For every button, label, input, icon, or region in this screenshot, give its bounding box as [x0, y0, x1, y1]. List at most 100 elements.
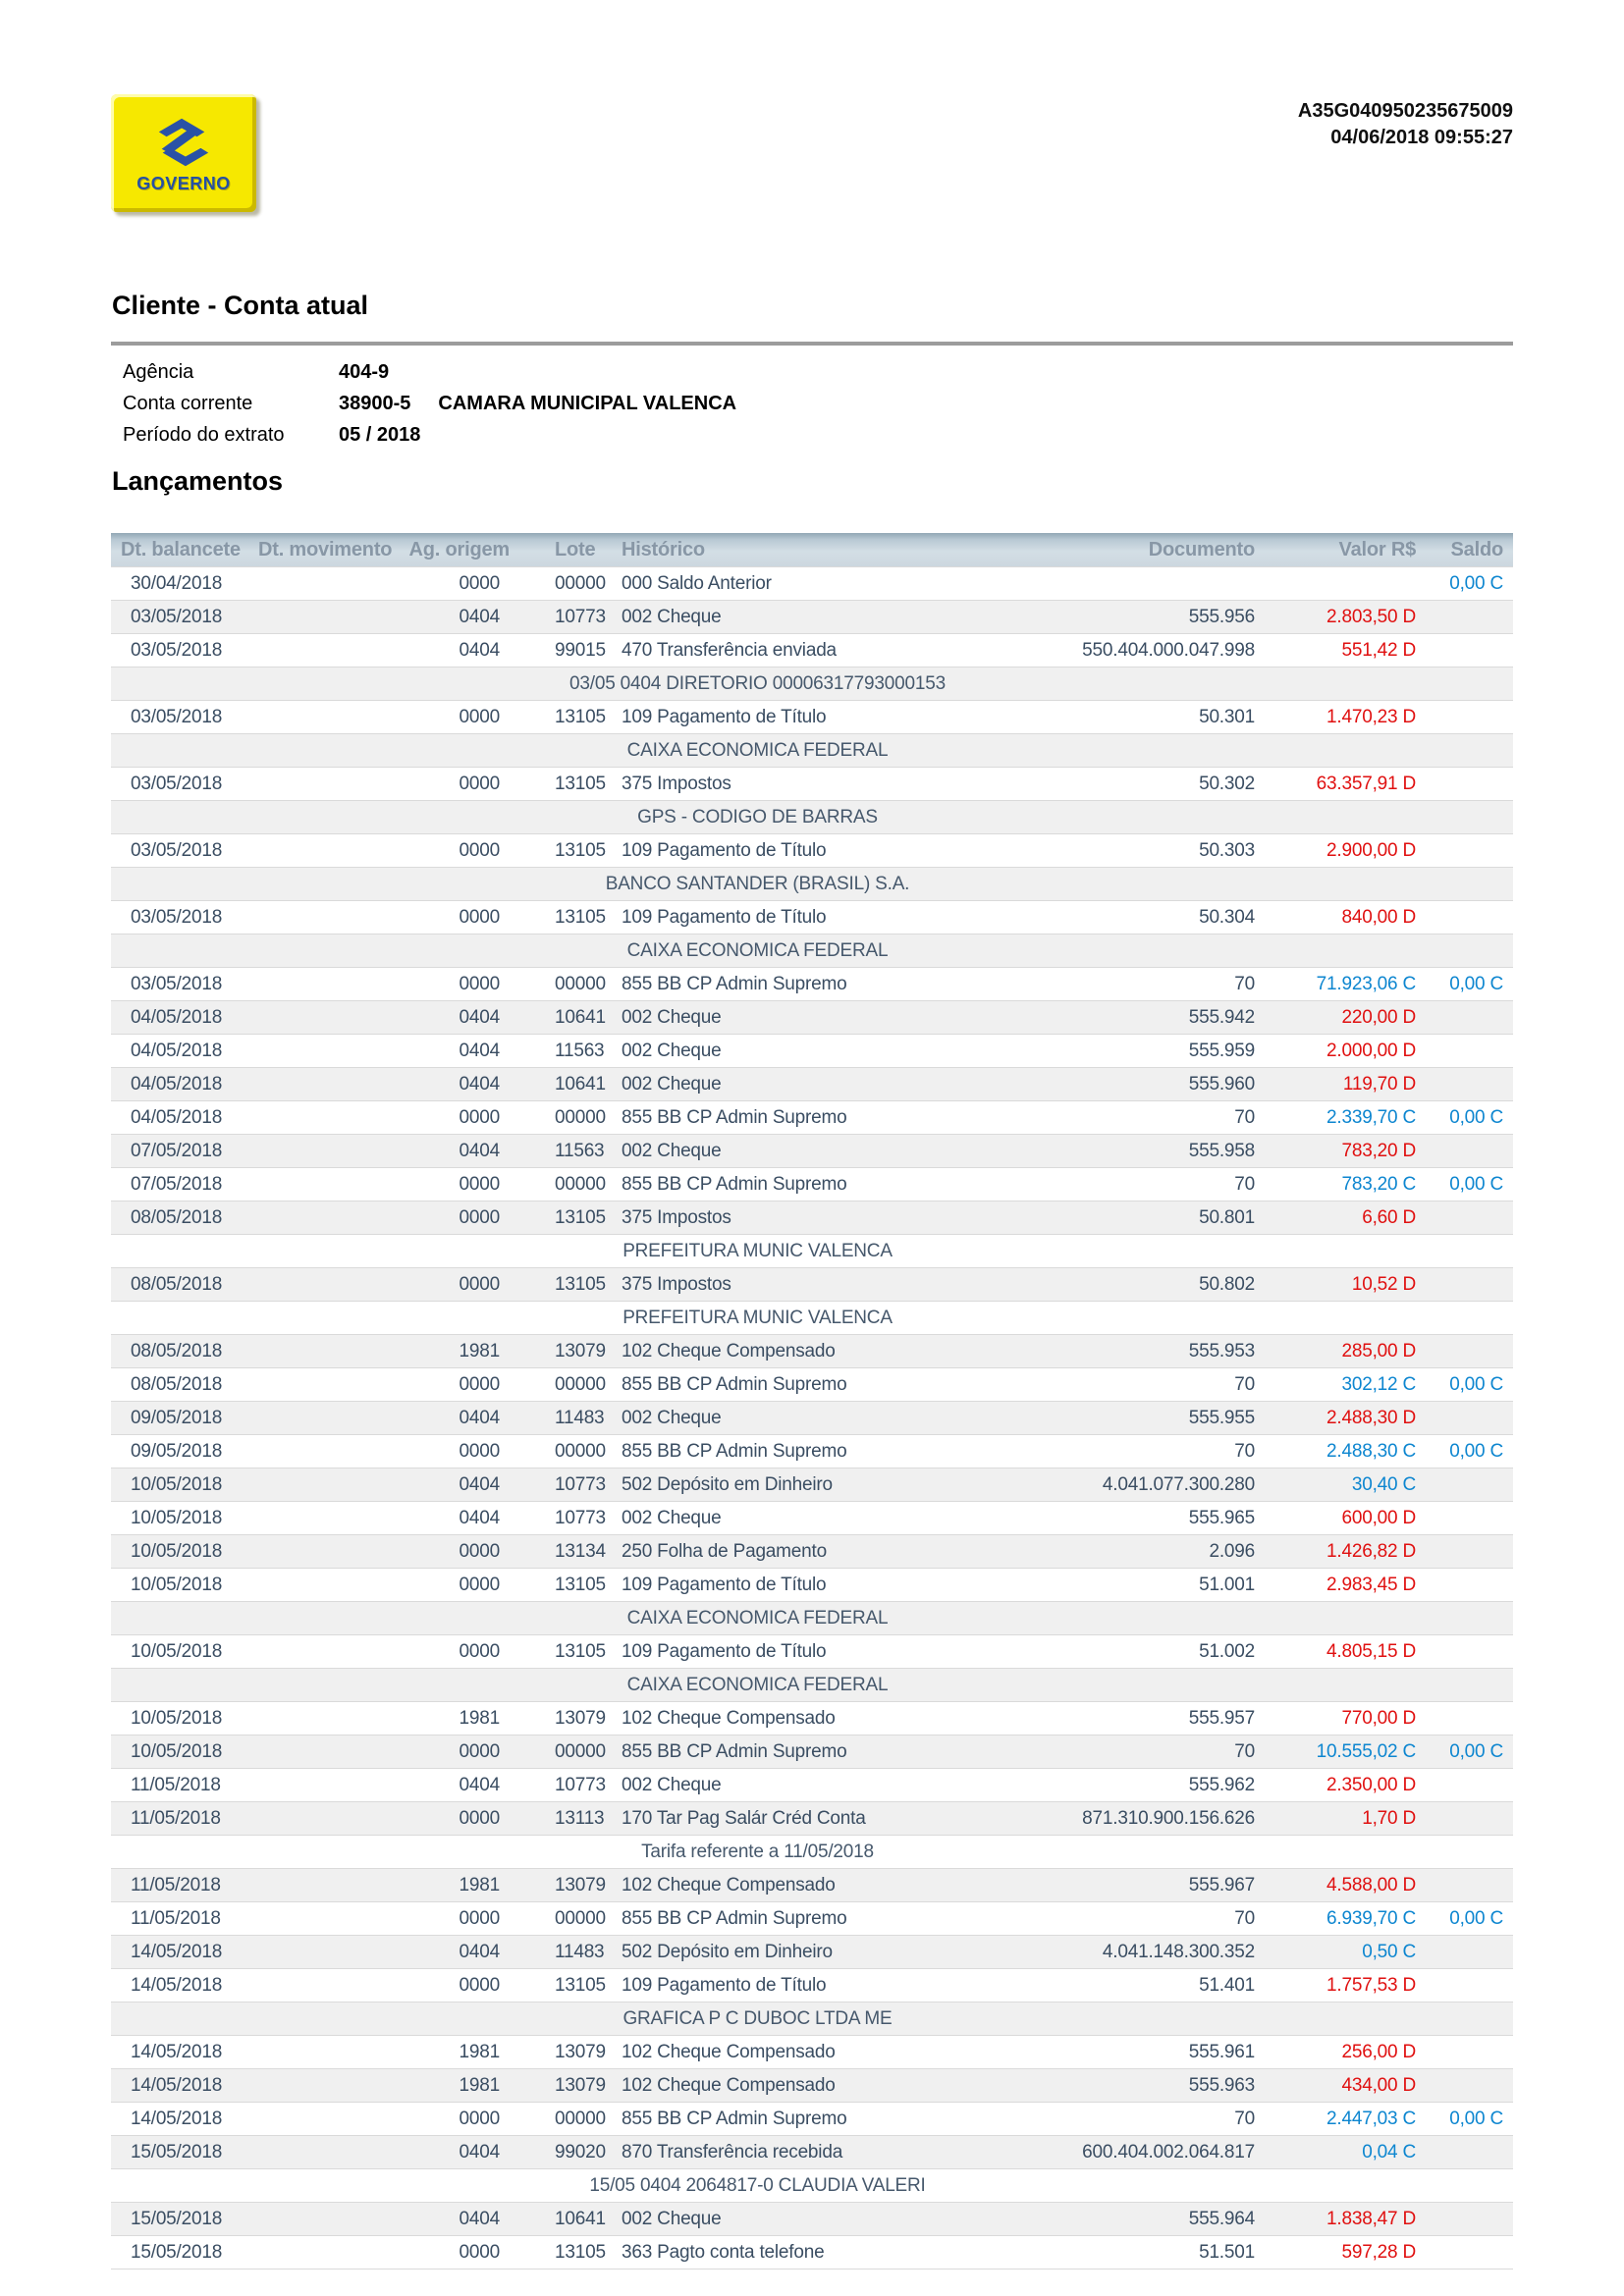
saldo-cell	[1426, 1301, 1513, 1335]
dt-balancete-cell: 11/05/2018	[111, 1768, 258, 1802]
header-historico: Histórico	[614, 533, 992, 567]
transaction-row: 10/05/2018 0000 13105 109 Pagamento de Títu…	[111, 1568, 1513, 1602]
saldo-cell	[1426, 1568, 1513, 1602]
lote-cell: 13134	[523, 1534, 614, 1569]
saldo-cell	[1426, 1935, 1513, 1969]
saldo-cell	[1426, 1067, 1513, 1101]
valor-cell: 551,42 D	[1265, 633, 1426, 667]
ag-origem-cell: 0000	[396, 1534, 523, 1569]
ag-origem-cell: 0404	[396, 1768, 523, 1802]
logo-governo-label: GOVERNO	[136, 173, 231, 193]
documento-cell: 70	[992, 1901, 1265, 1936]
lote-cell: 00000	[523, 1167, 614, 1201]
documento-cell	[992, 667, 1265, 701]
ag-origem-cell: 1981	[396, 2035, 523, 2069]
historico-cell: 870 Transferência recebida	[614, 2135, 992, 2169]
historico-cell: 855 BB CP Admin Supremo	[614, 1167, 992, 1201]
dt-balancete-cell: 08/05/2018	[111, 1334, 258, 1368]
dt-movimento-cell	[258, 1468, 396, 1502]
historico-cell: 102 Cheque Compensado	[614, 1701, 992, 1735]
saldo-cell	[1426, 2202, 1513, 2236]
valor-cell: 2.350,00 D	[1265, 1768, 1426, 1802]
ag-origem-cell: 0000	[396, 1434, 523, 1468]
documento-cell: 50.301	[992, 700, 1265, 734]
saldo-cell: 0,00 C	[1426, 1901, 1513, 1936]
transaction-row: 03/05/2018 0000 13105 109 Pagamento de Títu…	[111, 833, 1513, 868]
dt-movimento-cell	[258, 2235, 396, 2269]
transaction-row: 11/05/2018 0000 13113 170 Tar Pag Salár Cré…	[111, 1801, 1513, 1836]
dt-movimento-cell	[258, 1835, 396, 1869]
dt-balancete-cell: 03/05/2018	[111, 833, 258, 868]
valor-cell: 2.488,30 C	[1265, 1434, 1426, 1468]
dt-balancete-cell	[111, 800, 258, 834]
valor-cell: 285,00 D	[1265, 1334, 1426, 1368]
dt-movimento-cell	[258, 900, 396, 934]
historico-cell: 855 BB CP Admin Supremo	[614, 1367, 992, 1402]
valor-cell: 1.426,82 D	[1265, 1534, 1426, 1569]
header-dt-movimento: Dt. movimento	[258, 533, 396, 567]
saldo-cell: 0,00 C	[1426, 2102, 1513, 2136]
continuation-text: Tarifa referente a 11/05/2018	[523, 1835, 992, 1869]
historico-cell: 002 Cheque	[614, 1034, 992, 1068]
title-divider	[111, 342, 1513, 346]
lote-cell: 13079	[523, 1334, 614, 1368]
historico-cell: 002 Cheque	[614, 1501, 992, 1535]
ag-origem-cell: 0000	[396, 2102, 523, 2136]
saldo-cell	[1426, 1034, 1513, 1068]
documento-cell	[992, 1668, 1265, 1702]
ag-origem-cell: 0000	[396, 2235, 523, 2269]
dt-balancete-cell: 09/05/2018	[111, 1434, 258, 1468]
lote-cell: 10773	[523, 1501, 614, 1535]
saldo-cell	[1426, 600, 1513, 634]
ag-origem-cell	[396, 934, 523, 968]
transaction-row: 03/05/2018 0000 00000 855 BB CP Admin Supre…	[111, 967, 1513, 1001]
lote-cell: 13105	[523, 1201, 614, 1235]
lote-cell: 10773	[523, 600, 614, 634]
dt-movimento-cell	[258, 1801, 396, 1836]
dt-balancete-cell	[111, 867, 258, 901]
continuation-text: GPS - CODIGO DE BARRAS	[523, 800, 992, 834]
saldo-cell	[1426, 1668, 1513, 1702]
historico-cell: 102 Cheque Compensado	[614, 1868, 992, 1902]
agencia-label: Agência	[123, 361, 194, 383]
historico-cell: 109 Pagamento de Título	[614, 900, 992, 934]
valor-cell	[1265, 2002, 1426, 2036]
dt-movimento-cell	[258, 733, 396, 768]
valor-cell	[1265, 1835, 1426, 1869]
ag-origem-cell: 0000	[396, 566, 523, 601]
documento-cell: 600.404.002.064.817	[992, 2135, 1265, 2169]
saldo-cell	[1426, 1234, 1513, 1268]
dt-balancete-cell	[111, 1234, 258, 1268]
transaction-row: 10/05/2018 1981 13079 102 Cheque Compensado…	[111, 1701, 1513, 1735]
dt-balancete-cell: 11/05/2018	[111, 1801, 258, 1836]
valor-cell: 10.555,02 C	[1265, 1735, 1426, 1769]
valor-cell	[1265, 1601, 1426, 1635]
valor-cell: 71.923,06 C	[1265, 967, 1426, 1001]
documento-cell: 550.404.000.047.998	[992, 633, 1265, 667]
dt-balancete-cell: 10/05/2018	[111, 1701, 258, 1735]
ag-origem-cell: 0000	[396, 1801, 523, 1836]
conta-numero: 38900-5	[339, 393, 411, 414]
continuation-row: CAIXA ECONOMICA FEDERAL	[111, 733, 1513, 768]
saldo-cell	[1426, 2235, 1513, 2269]
historico-cell: 002 Cheque	[614, 1401, 992, 1435]
continuation-row: CAIXA ECONOMICA FEDERAL	[111, 934, 1513, 968]
dt-movimento-cell	[258, 700, 396, 734]
table-header: Dt. balancete Dt. movimento Ag. origem L…	[111, 533, 1513, 567]
transaction-row: 08/05/2018 1981 13079 102 Cheque Compensado…	[111, 1334, 1513, 1368]
documento-cell: 51.401	[992, 1968, 1265, 2002]
documento-cell: 70	[992, 1100, 1265, 1135]
documento-cell: 50.303	[992, 833, 1265, 868]
transaction-row: 08/05/2018 0000 00000 855 BB CP Admin Supre…	[111, 1367, 1513, 1402]
ag-origem-cell: 0000	[396, 1167, 523, 1201]
saldo-cell	[1426, 900, 1513, 934]
continuation-row: PREFEITURA MUNIC VALENCA	[111, 1301, 1513, 1335]
dt-movimento-cell	[258, 1034, 396, 1068]
lote-cell: 13079	[523, 1868, 614, 1902]
dt-movimento-cell	[258, 667, 396, 701]
documento-cell: 555.957	[992, 1701, 1265, 1735]
valor-cell	[1265, 800, 1426, 834]
historico-cell: 002 Cheque	[614, 2202, 992, 2236]
dt-movimento-cell	[258, 1367, 396, 1402]
ag-origem-cell: 0000	[396, 1901, 523, 1936]
